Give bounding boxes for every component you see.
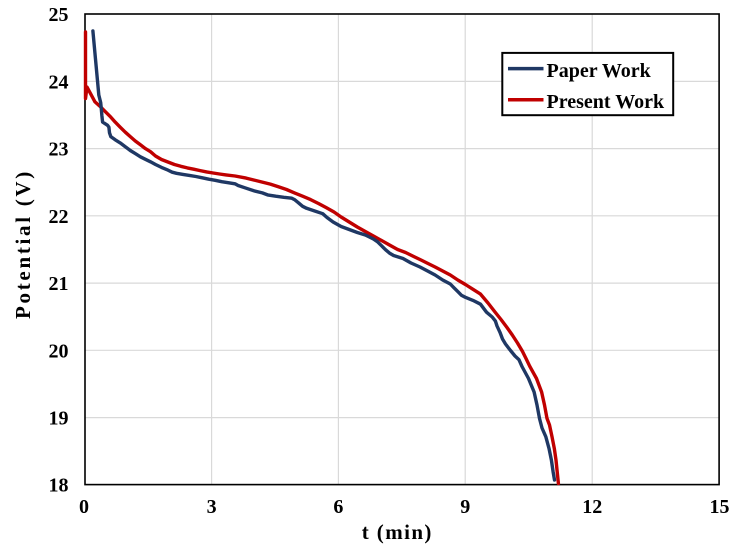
svg-text:3: 3: [207, 496, 217, 518]
svg-text:t (min): t (min): [362, 520, 433, 544]
svg-text:12: 12: [582, 496, 602, 518]
svg-text:6: 6: [333, 496, 343, 518]
svg-text:19: 19: [49, 408, 69, 430]
svg-text:9: 9: [460, 496, 470, 518]
svg-text:Present Work: Present Work: [547, 91, 665, 113]
svg-text:20: 20: [49, 340, 69, 362]
svg-text:23: 23: [49, 139, 69, 161]
svg-text:25: 25: [49, 4, 69, 26]
svg-text:Paper Work: Paper Work: [547, 60, 652, 82]
svg-text:22: 22: [49, 206, 69, 228]
svg-text:21: 21: [49, 273, 69, 295]
svg-text:Potential (V): Potential (V): [11, 169, 35, 319]
svg-text:15: 15: [710, 496, 730, 518]
svg-text:24: 24: [49, 71, 69, 93]
svg-text:18: 18: [49, 475, 69, 497]
svg-text:0: 0: [79, 496, 89, 518]
